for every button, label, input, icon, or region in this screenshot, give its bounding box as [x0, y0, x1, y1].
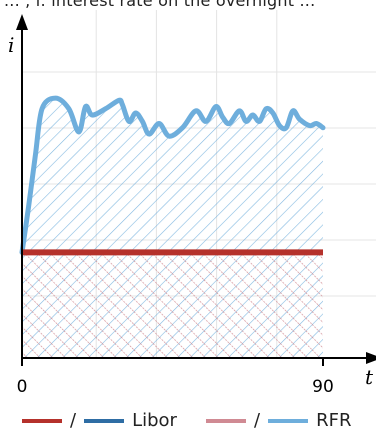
y-axis-label: i	[8, 33, 14, 57]
top-caption-text: ... , i: interest rate on the overnight …	[4, 0, 316, 10]
legend-item-libor: / Libor	[22, 409, 177, 432]
x-axis-arrow	[366, 352, 376, 364]
legend: / Libor / RFR	[0, 409, 376, 432]
legend-rfr-label: RFR	[316, 410, 352, 431]
legend-libor-swatch-red	[22, 418, 62, 423]
legend-item-rfr: / RFR	[206, 409, 351, 432]
libor-area-fill	[22, 252, 323, 358]
ticks: 0 90	[17, 358, 334, 397]
x-tick-label: 0	[17, 377, 28, 397]
x-axis-label: t	[365, 365, 374, 389]
legend-rfr-swatch-lightblue	[268, 418, 309, 423]
x-tick-label: 90	[312, 377, 334, 397]
legend-libor-label: Libor	[132, 410, 177, 431]
y-axis-arrow	[16, 14, 28, 30]
area-fills	[22, 98, 323, 358]
legend-rfr-swatch-pink	[206, 418, 246, 423]
series-lines	[19, 95, 326, 256]
legend-libor-swatch-blue	[84, 418, 125, 423]
legend-rfr-separator: /	[254, 410, 261, 431]
axes: it	[8, 14, 376, 389]
chart-svg: it 0 90	[8, 10, 376, 397]
rfr-line	[19, 95, 326, 255]
top-caption-cut: ... , i: interest rate on the overnight …	[0, 0, 376, 14]
legend-libor-separator: /	[70, 410, 77, 431]
